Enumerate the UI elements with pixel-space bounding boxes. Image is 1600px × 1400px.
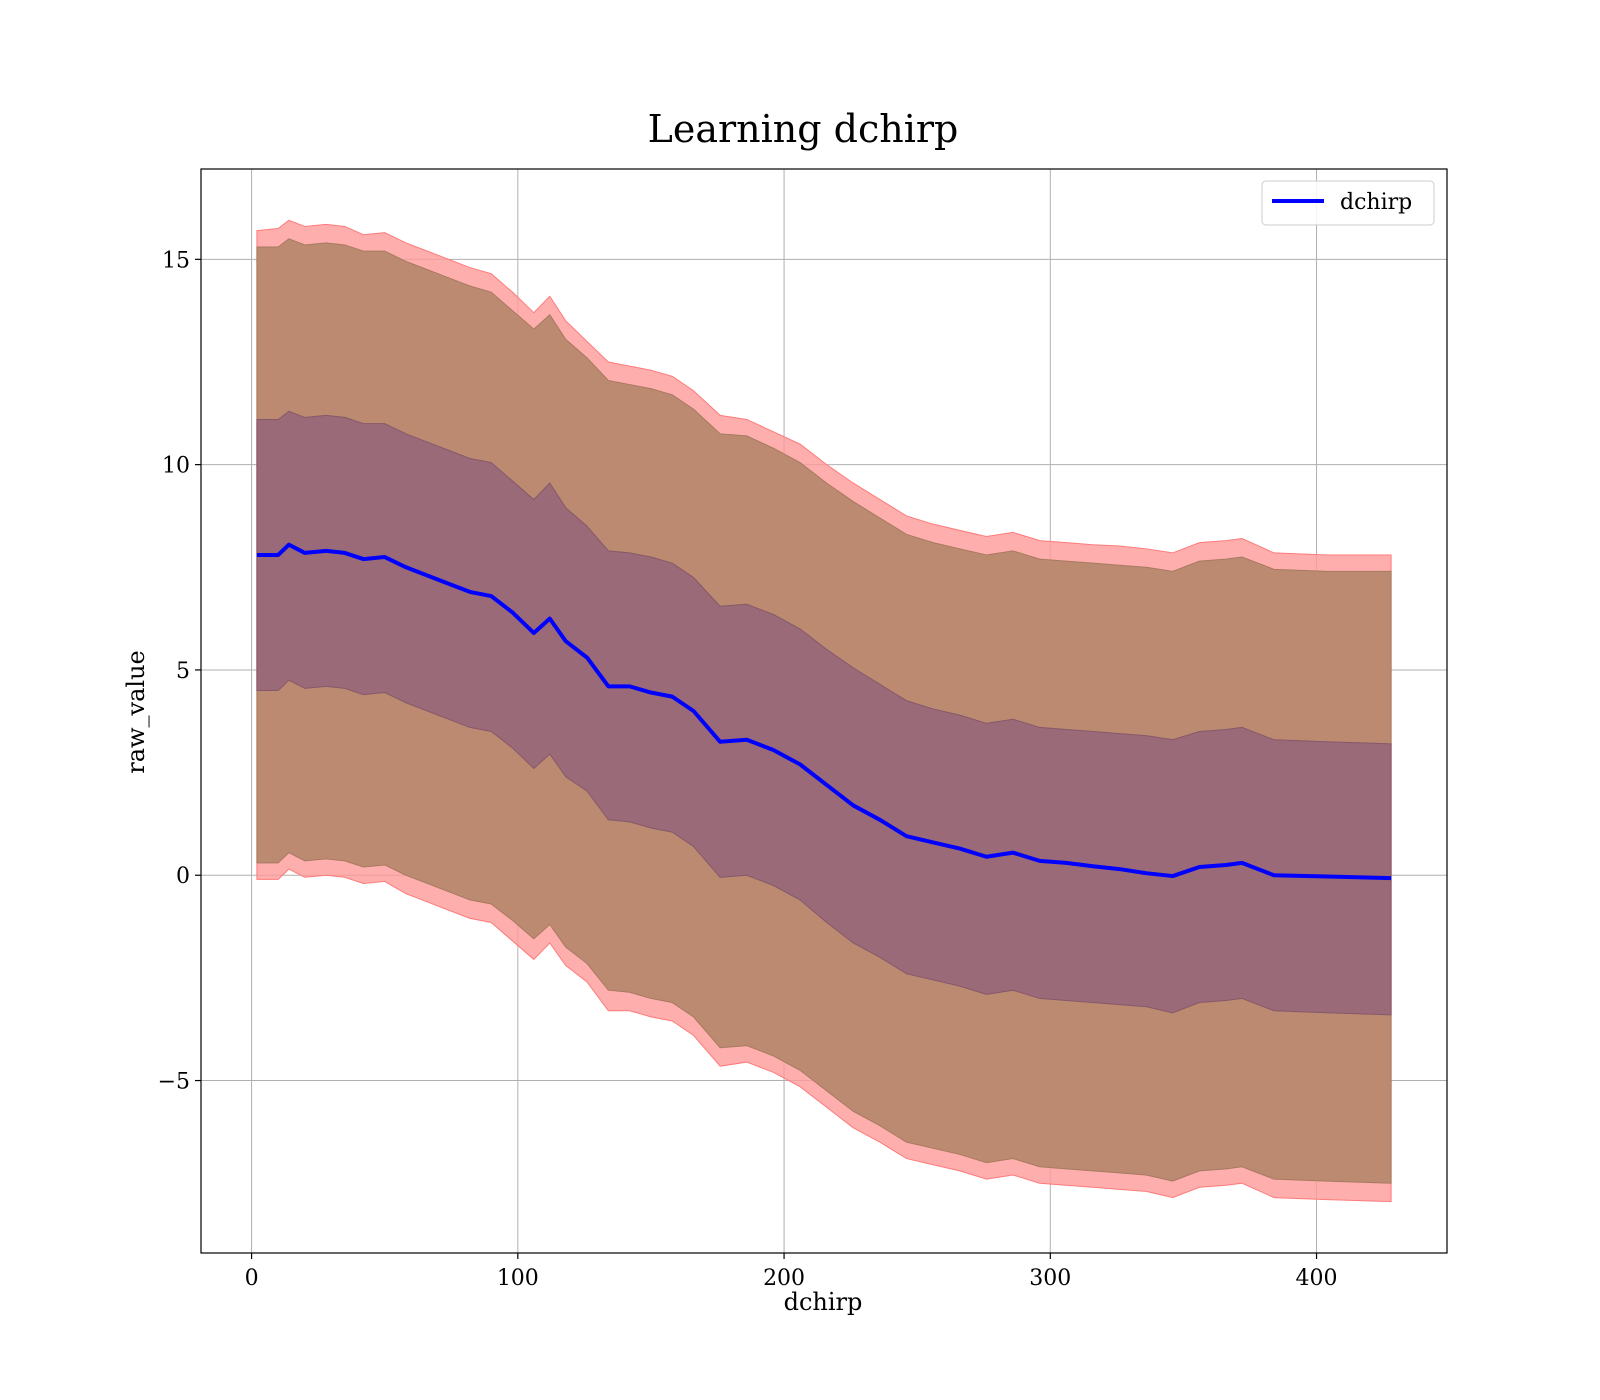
y-tick-label: 15 bbox=[162, 248, 190, 273]
x-tick-label: 200 bbox=[763, 1266, 805, 1291]
y-tick-label: 5 bbox=[176, 659, 190, 684]
y-tick-label: 0 bbox=[176, 864, 190, 889]
y-axis-label: raw_value bbox=[122, 650, 150, 774]
x-tick-label: 0 bbox=[245, 1266, 259, 1291]
x-tick-label: 100 bbox=[497, 1266, 539, 1291]
series-line-dchirp bbox=[256, 542, 1392, 881]
band-inner bbox=[256, 410, 1392, 1016]
x-tick-label: 400 bbox=[1296, 1266, 1338, 1291]
legend-frame bbox=[1261, 180, 1435, 226]
x-axis-label: dchirp bbox=[784, 1288, 863, 1316]
plot-area: 0 100 200 300 400 −5 0 5 10 15 bbox=[158, 168, 1448, 1291]
plot-frame bbox=[200, 168, 1448, 1254]
y-tick-label: 10 bbox=[162, 454, 190, 479]
axis-ticks: 0 100 200 300 400 −5 0 5 10 15 bbox=[158, 248, 1338, 1291]
y-tick-label: −5 bbox=[158, 1070, 190, 1095]
bands bbox=[256, 219, 1392, 1203]
chart-title: Learning dchirp bbox=[648, 107, 959, 151]
legend: dchirp bbox=[1261, 180, 1435, 226]
x-tick-label: 300 bbox=[1029, 1266, 1071, 1291]
legend-label-dchirp: dchirp bbox=[1340, 190, 1412, 215]
